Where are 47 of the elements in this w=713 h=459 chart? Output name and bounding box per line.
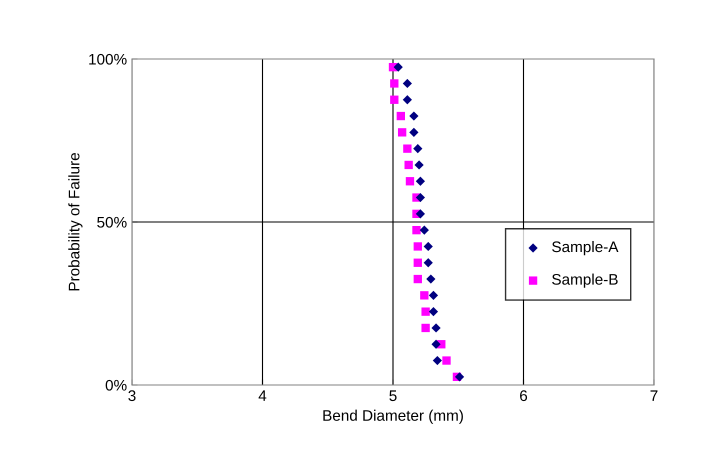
y-tick-label: 100% xyxy=(89,54,127,65)
x-tick-label: 6 xyxy=(520,390,528,402)
point xyxy=(420,226,429,235)
point xyxy=(431,340,441,349)
x-tick-label: 5 xyxy=(389,390,397,402)
point xyxy=(431,323,441,333)
point xyxy=(416,192,426,202)
point xyxy=(432,356,442,366)
x-axis-title: Bend Diameter (mm) xyxy=(323,410,463,424)
point xyxy=(413,144,422,154)
point xyxy=(402,78,412,88)
point xyxy=(414,160,424,170)
point xyxy=(414,274,422,284)
point xyxy=(390,79,398,88)
point xyxy=(390,96,398,104)
point xyxy=(414,242,422,251)
point xyxy=(414,258,422,267)
point xyxy=(424,258,433,268)
x-tick-label: 4 xyxy=(258,390,266,401)
point xyxy=(402,95,412,104)
y-tick-label: 50% xyxy=(97,216,127,228)
point xyxy=(454,372,464,382)
point xyxy=(412,226,421,234)
point xyxy=(420,291,428,300)
legend-label: Sample-B xyxy=(552,274,618,288)
y-tick-label: 0% xyxy=(106,380,127,391)
point xyxy=(424,242,433,252)
point xyxy=(406,177,414,186)
y-axis-title: Probability of Failure xyxy=(68,153,83,290)
point xyxy=(428,290,438,300)
point xyxy=(426,274,436,284)
point xyxy=(428,307,438,316)
point xyxy=(403,144,412,153)
x-tick-label: 3 xyxy=(128,390,136,402)
point xyxy=(421,324,430,332)
legend-label: Sample-A xyxy=(552,240,618,256)
point xyxy=(404,160,413,170)
point xyxy=(396,112,405,120)
point xyxy=(442,356,451,365)
point xyxy=(416,209,426,218)
point xyxy=(409,128,418,137)
x-tick-label: 7 xyxy=(650,390,658,401)
point xyxy=(409,111,418,121)
point xyxy=(421,307,430,316)
point xyxy=(416,176,426,186)
point xyxy=(398,128,406,137)
point xyxy=(394,62,403,72)
